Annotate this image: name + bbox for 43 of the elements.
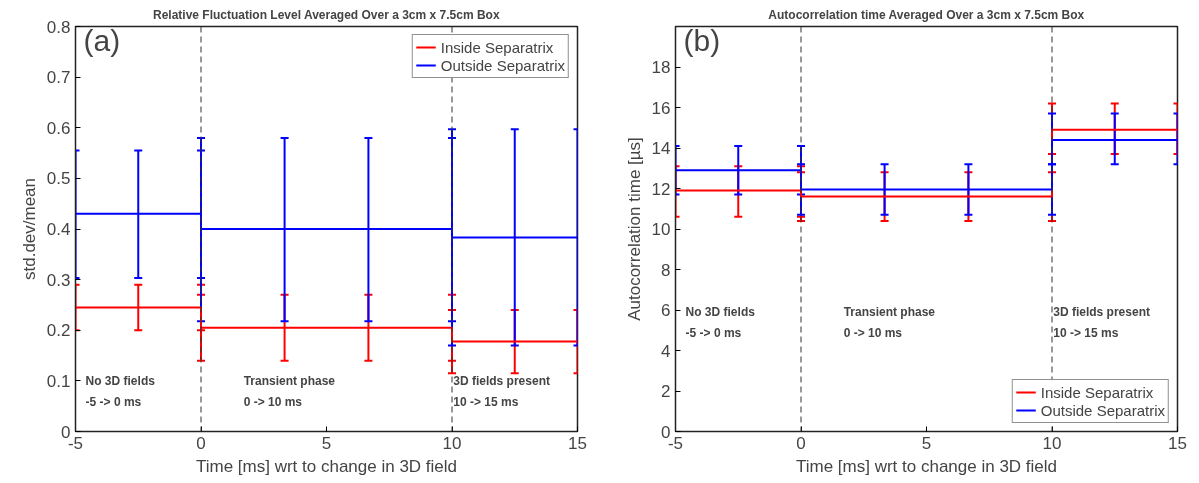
y-tick-label: 16 xyxy=(651,98,671,118)
x-tick-label: 10 xyxy=(442,433,462,453)
legend-label: Outside Separatrix xyxy=(1040,401,1165,419)
chart-title: Relative Fluctuation Level Averaged Over a 3cm x 7.5cm Box xyxy=(152,7,500,22)
y-axis-title: std.dev/mean xyxy=(19,177,39,281)
x-tick-label: 15 xyxy=(568,433,587,453)
y-tick-label: 0.3 xyxy=(46,270,71,290)
y-tick-label: 8 xyxy=(661,260,671,280)
annotation: (a) xyxy=(83,23,121,57)
annotation: No 3D fields -5 -> 0 ms xyxy=(685,304,756,340)
annotation: Transient phase 0 -> 10 ms xyxy=(243,373,336,409)
annotation: 3D fields present 10 -> 15 ms xyxy=(453,373,550,409)
y-tick-label: 0.1 xyxy=(46,371,71,391)
annotation: Transient phase 0 -> 10 ms xyxy=(843,304,936,340)
x-tick-label: 0 xyxy=(196,433,206,453)
y-tick-label: 14 xyxy=(651,139,671,158)
legend-label: Outside Separatrix xyxy=(440,56,565,74)
y-tick-label: 0.8 xyxy=(46,17,71,37)
y-tick-label: 0.5 xyxy=(46,169,71,189)
y-tick-label: 12 xyxy=(651,179,671,199)
x-tick-label: 5 xyxy=(321,433,332,453)
y-tick-label: 0.2 xyxy=(46,321,71,341)
y-tick-label: 0.7 xyxy=(46,68,71,88)
annotation: (b) xyxy=(683,23,721,57)
x-tick-label: 0 xyxy=(796,433,806,453)
x-tick-label: 10 xyxy=(1042,433,1062,453)
x-tick-label: 5 xyxy=(921,433,932,453)
legend-label: Inside Separatrix xyxy=(1040,383,1154,401)
x-axis-title: Time [ms] wrt to change in 3D field xyxy=(795,456,1058,476)
annotation: 3D fields present 10 -> 15 ms xyxy=(1053,304,1150,340)
legend-label: Inside Separatrix xyxy=(440,38,554,56)
x-tick-label: 15 xyxy=(1168,433,1187,453)
y-axis-title: Autocorrelation time [µs] xyxy=(624,137,644,321)
y-tick-label: 0.4 xyxy=(46,220,71,239)
y-tick-label: 2 xyxy=(661,382,671,401)
y-tick-label: 0.6 xyxy=(46,118,71,138)
chart-title: Autocorrelation time Averaged Over a 3cm x 7.5cm Box xyxy=(768,7,1085,22)
y-tick-label: 6 xyxy=(661,301,671,320)
y-tick-label: 4 xyxy=(661,341,671,361)
y-tick-label: 10 xyxy=(651,220,671,239)
x-axis-title: Time [ms] wrt to change in 3D field xyxy=(195,456,458,476)
y-tick-label: 18 xyxy=(651,58,671,77)
annotation: No 3D fields -5 -> 0 ms xyxy=(85,373,156,409)
